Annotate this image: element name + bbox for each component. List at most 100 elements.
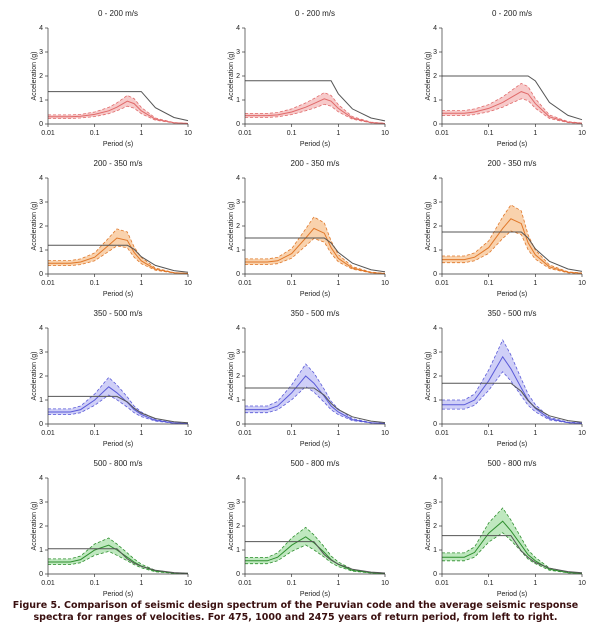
x-axis-label: Period (s) [103, 291, 133, 298]
x-axis-label: Period (s) [300, 291, 330, 298]
y-tick-label: 2 [39, 523, 43, 530]
caption: Figure 5. Comparison of seismic design s… [12, 600, 579, 623]
dashed-line [245, 92, 386, 124]
chart-title: 200 - 350 m/s [488, 159, 537, 168]
x-tick-label: 10 [578, 430, 586, 437]
y-tick-label: 4 [39, 25, 43, 32]
dashed-line [48, 94, 189, 124]
y-tick-label: 4 [39, 325, 43, 332]
x-axis-label: Period (s) [300, 591, 330, 598]
y-axis-label: Acceleration (g) [31, 501, 38, 550]
y-tick-label: 2 [236, 523, 240, 530]
x-tick-label: 0.1 [287, 280, 297, 287]
chart-title: 500 - 800 m/s [291, 459, 340, 468]
dashed-line [245, 526, 386, 574]
y-tick-label: 1 [39, 247, 43, 254]
chart-title: 350 - 500 m/s [94, 309, 143, 318]
x-tick-label: 0.01 [238, 430, 252, 437]
line [245, 375, 386, 424]
x-tick-label: 1 [139, 280, 143, 287]
x-tick-label: 0.01 [238, 280, 252, 287]
y-tick-label: 2 [236, 373, 240, 380]
y-axis-label: Acceleration (g) [228, 201, 235, 250]
y-tick-label: 4 [433, 25, 437, 32]
y-tick-label: 2 [433, 373, 437, 380]
dashed-line [48, 105, 189, 124]
line [442, 520, 583, 574]
x-tick-label: 10 [381, 280, 389, 287]
y-tick-label: 3 [39, 199, 43, 206]
y-tick-label: 2 [433, 73, 437, 80]
spread-band [48, 538, 188, 574]
x-tick-label: 0.01 [435, 130, 449, 137]
dashed-line [245, 544, 386, 574]
y-tick-label: 4 [433, 175, 437, 182]
line [245, 98, 386, 124]
line [48, 100, 189, 124]
y-tick-label: 0 [39, 421, 43, 428]
y-tick-label: 3 [39, 349, 43, 356]
dashed-line [48, 376, 189, 424]
y-tick-label: 0 [433, 571, 437, 578]
y-axis-label: Acceleration (g) [228, 351, 235, 400]
chart-title: 0 - 200 m/s [98, 9, 138, 18]
y-tick-label: 1 [236, 397, 240, 404]
y-tick-label: 0 [39, 571, 43, 578]
spread-band [442, 204, 582, 274]
x-tick-label: 0.1 [484, 130, 494, 137]
line [442, 75, 583, 121]
x-axis-label: Period (s) [300, 141, 330, 148]
x-tick-label: 10 [184, 280, 192, 287]
spread-band [245, 216, 385, 274]
y-axis-label: Acceleration (g) [425, 51, 432, 100]
x-tick-label: 10 [184, 130, 192, 137]
x-axis-label: Period (s) [497, 291, 527, 298]
y-tick-label: 1 [236, 97, 240, 104]
y-tick-label: 2 [39, 373, 43, 380]
x-tick-label: 1 [533, 430, 537, 437]
y-tick-label: 2 [236, 223, 240, 230]
line [442, 91, 583, 124]
x-tick-label: 10 [184, 580, 192, 587]
x-tick-label: 0.1 [90, 430, 100, 437]
x-tick-label: 0.01 [435, 430, 449, 437]
x-tick-label: 1 [139, 580, 143, 587]
dashed-line [48, 245, 189, 274]
dashed-line [48, 394, 189, 424]
x-tick-label: 1 [336, 430, 340, 437]
x-axis-label: Period (s) [103, 141, 133, 148]
x-tick-label: 10 [381, 580, 389, 587]
x-tick-label: 10 [381, 430, 389, 437]
y-tick-label: 0 [433, 271, 437, 278]
y-tick-label: 3 [433, 499, 437, 506]
x-tick-label: 0.01 [41, 130, 55, 137]
y-axis-label: Acceleration (g) [228, 501, 235, 550]
x-tick-label: 0.01 [435, 280, 449, 287]
dashed-line [442, 371, 583, 424]
chart-title: 200 - 350 m/s [94, 159, 143, 168]
x-tick-label: 1 [336, 580, 340, 587]
y-tick-label: 0 [236, 571, 240, 578]
dashed-line [442, 98, 583, 124]
chart-title: 350 - 500 m/s [291, 309, 340, 318]
dashed-line [442, 204, 583, 274]
x-tick-label: 0.1 [90, 130, 100, 137]
x-tick-label: 10 [381, 130, 389, 137]
x-tick-label: 1 [533, 280, 537, 287]
dashed-line [245, 103, 386, 124]
x-tick-label: 0.01 [435, 580, 449, 587]
dashed-line [245, 238, 386, 274]
x-tick-label: 1 [336, 130, 340, 137]
line [442, 535, 583, 574]
spread-band [48, 95, 188, 124]
chart-title: 500 - 800 m/s [94, 459, 143, 468]
x-axis-label: Period (s) [497, 441, 527, 448]
chart-title: 500 - 800 m/s [488, 459, 537, 468]
y-tick-label: 4 [39, 175, 43, 182]
dashed-line [245, 386, 386, 424]
y-tick-label: 3 [433, 49, 437, 56]
y-axis-label: Acceleration (g) [425, 501, 432, 550]
y-tick-label: 1 [39, 397, 43, 404]
y-tick-label: 4 [433, 475, 437, 482]
